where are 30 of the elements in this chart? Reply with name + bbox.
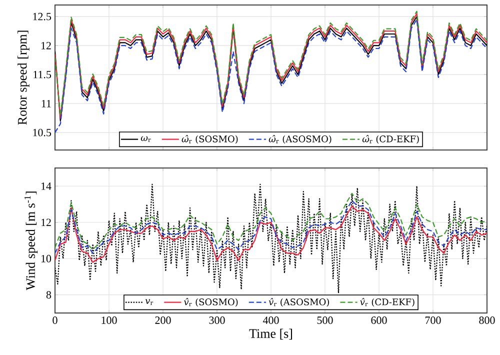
y-tick-label: 11.5 bbox=[34, 70, 52, 78]
legend-label: ω̂$_{r}$ (SOSMO) bbox=[182, 134, 238, 144]
x-tick-label: 700 bbox=[425, 316, 441, 324]
y-tick-label: 8 bbox=[46, 291, 52, 299]
y-tick-label: 12 bbox=[41, 218, 51, 226]
y-tick-label: 10.5 bbox=[33, 128, 52, 136]
x-tick-label: 500 bbox=[317, 316, 333, 324]
x-tick-label: 100 bbox=[102, 316, 117, 324]
legend-label: ω̂$_{r}$ (CD-EKF) bbox=[362, 134, 419, 144]
line-series bbox=[55, 200, 487, 254]
x-tick-label: 300 bbox=[209, 316, 225, 324]
y-axis-title: Rotor speed [rpm] bbox=[18, 30, 30, 125]
y-axis-title: Wind speed [m s$^{-1}$] bbox=[24, 192, 38, 290]
legend-label: v̂$_{r}$ (CD-EKF) bbox=[360, 298, 414, 307]
legend-label: ω$_{r}$ bbox=[140, 136, 151, 142]
y-tick-label: 10 bbox=[41, 254, 52, 262]
legend-label: v$_{r}$ bbox=[145, 299, 154, 305]
y-tick-label: 12.5 bbox=[33, 12, 52, 20]
x-axis-title: Time [s] bbox=[249, 328, 292, 340]
x-tick-label: 400 bbox=[262, 316, 279, 324]
x-tick-label: 800 bbox=[479, 316, 495, 324]
x-tick-label: 0 bbox=[52, 316, 58, 324]
legend-label: v̂$_{r}$ (ASOSMO) bbox=[268, 298, 329, 307]
y-tick-label: 14 bbox=[41, 182, 52, 190]
legend-label: ω̂$_{r}$ (ASOSMO) bbox=[268, 134, 332, 144]
x-tick-label: 200 bbox=[155, 316, 171, 324]
y-tick-label: 11 bbox=[42, 100, 51, 108]
legend-label: v̂$_{r}$ (SOSMO) bbox=[184, 298, 238, 307]
x-tick-label: 600 bbox=[371, 316, 387, 324]
y-tick-label: 12 bbox=[41, 42, 51, 50]
